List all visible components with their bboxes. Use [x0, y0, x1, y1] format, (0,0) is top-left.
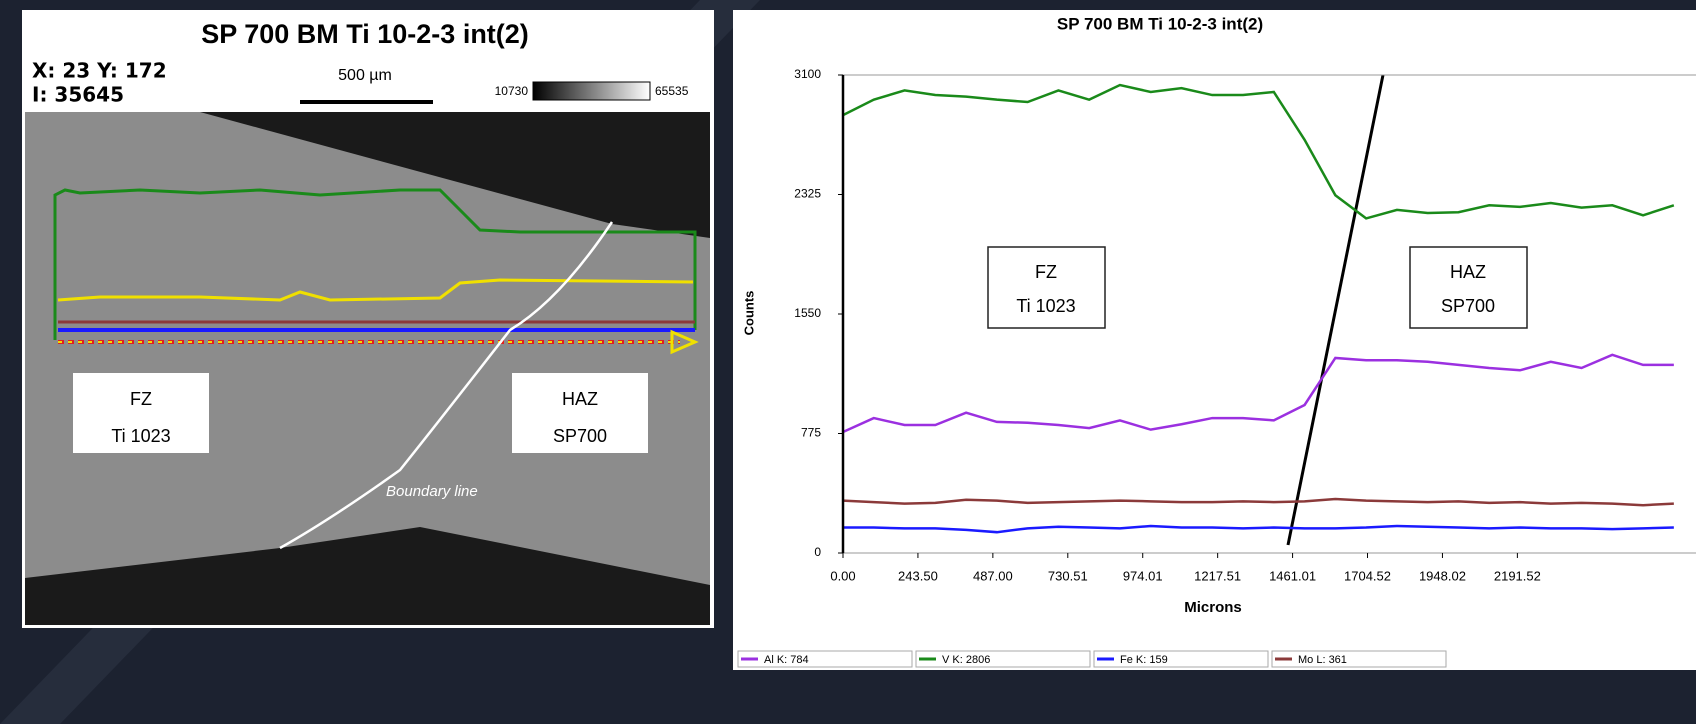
- intensity-min: 10730: [495, 84, 529, 98]
- annotation: Ti 1023: [1016, 296, 1075, 316]
- x-tick-label: 1948.02: [1419, 568, 1466, 583]
- series-line: [842, 83, 1675, 220]
- label-box: [73, 373, 209, 453]
- cursor-intensity: I: 35645: [32, 83, 124, 107]
- cursor-position: X: 23 Y: 172: [32, 59, 167, 83]
- series-line: [843, 524, 1674, 534]
- boundary-label: Boundary line: [386, 483, 478, 500]
- annotation-box: [987, 246, 1106, 329]
- legend-label: Al K: 784: [764, 654, 809, 666]
- x-tick-label: 1461.01: [1269, 568, 1316, 583]
- legend-label: Mo L: 361: [1298, 654, 1347, 666]
- x-tick-label: 1217.51: [1194, 568, 1241, 583]
- legend-item: [1093, 650, 1269, 668]
- label: Ti 1023: [111, 426, 170, 446]
- label: HAZ: [562, 389, 598, 409]
- dark-region: [25, 527, 710, 625]
- chart-panel: [733, 10, 1696, 670]
- trace: [53, 188, 697, 340]
- series-line: [842, 353, 1674, 434]
- legend-item: [915, 650, 1091, 668]
- series-line: [842, 497, 1674, 507]
- annotation-box: [1409, 246, 1528, 329]
- x-tick-label: 0.00: [830, 568, 855, 583]
- y-tick-label: 3100: [794, 67, 821, 81]
- x-tick-label: 974.01: [1123, 568, 1163, 583]
- label-box: [512, 373, 648, 453]
- x-tick-label: 1704.52: [1344, 568, 1391, 583]
- trace-arrow: [670, 329, 699, 355]
- legend-item: [1271, 650, 1447, 668]
- annotation: FZ: [1035, 262, 1057, 282]
- chart-title: SP 700 BM Ti 10-2-3 int(2): [1057, 14, 1263, 33]
- scale-bar-label: 500 µm: [338, 67, 392, 84]
- x-tick-label: 2191.52: [1494, 568, 1541, 583]
- intensity-max: 65535: [655, 84, 689, 98]
- y-tick-label: 0: [814, 545, 821, 559]
- boundary-line: [279, 221, 614, 550]
- x-axis-label: Microns: [1184, 599, 1242, 616]
- legend-label: V K: 2806: [942, 654, 990, 666]
- dark-region: [200, 112, 710, 238]
- annotation: SP700: [1441, 296, 1495, 316]
- legend-item: [737, 650, 913, 668]
- label: FZ: [130, 389, 152, 409]
- y-tick-label: 1550: [794, 306, 821, 320]
- x-tick-label: 487.00: [973, 568, 1013, 583]
- y-tick-label: 2325: [794, 187, 821, 201]
- intensity-scale: [532, 81, 651, 101]
- x-tick-label: 243.50: [898, 568, 938, 583]
- boundary-line: [1286, 74, 1385, 546]
- annotation: HAZ: [1450, 262, 1486, 282]
- image-title: SP 700 BM Ti 10-2-3 int(2): [201, 19, 529, 49]
- y-tick-label: 775: [801, 426, 821, 440]
- legend-label: Fe K: 159: [1120, 654, 1168, 666]
- trace: [57, 278, 694, 302]
- y-axis-label: Counts: [741, 291, 756, 336]
- x-tick-label: 730.51: [1048, 568, 1088, 583]
- label: SP700: [553, 426, 607, 446]
